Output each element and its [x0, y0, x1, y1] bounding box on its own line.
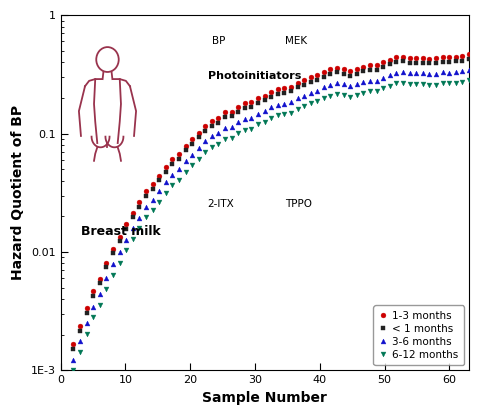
< 1 months — [308, 79, 313, 84]
6-12 months — [281, 112, 287, 117]
6-12 months — [413, 82, 419, 87]
Text: BP: BP — [212, 35, 225, 45]
3-6 months — [163, 180, 168, 185]
1-3 months — [308, 75, 313, 80]
3-6 months — [281, 101, 287, 106]
6-12 months — [308, 101, 313, 106]
< 1 months — [209, 123, 215, 128]
< 1 months — [413, 60, 419, 65]
Legend: 1-3 months, < 1 months, 3-6 months, 6-12 months: 1-3 months, < 1 months, 3-6 months, 6-12… — [373, 305, 464, 365]
3-6 months — [413, 71, 419, 76]
1-3 months — [413, 55, 419, 60]
1-3 months — [71, 342, 76, 347]
Text: Breast milk: Breast milk — [81, 225, 161, 238]
< 1 months — [163, 169, 168, 174]
< 1 months — [71, 347, 76, 352]
Text: TPPO: TPPO — [285, 199, 312, 209]
Y-axis label: Hazard Quotient of BP: Hazard Quotient of BP — [11, 105, 25, 280]
Text: 2-ITX: 2-ITX — [207, 199, 234, 209]
6-12 months — [71, 368, 76, 373]
3-6 months — [209, 134, 215, 139]
6-12 months — [209, 145, 215, 150]
Line: 3-6 months: 3-6 months — [71, 67, 471, 362]
< 1 months — [466, 57, 472, 62]
6-12 months — [150, 208, 156, 213]
1-3 months — [163, 164, 168, 169]
Text: MEK: MEK — [285, 35, 307, 45]
1-3 months — [466, 52, 472, 57]
1-3 months — [150, 182, 156, 187]
6-12 months — [466, 78, 472, 83]
1-3 months — [209, 119, 215, 124]
Line: 6-12 months: 6-12 months — [71, 78, 471, 373]
3-6 months — [71, 357, 76, 362]
X-axis label: Sample Number: Sample Number — [202, 391, 327, 405]
Text: Photoinitiators: Photoinitiators — [207, 71, 301, 81]
3-6 months — [466, 67, 472, 72]
3-6 months — [308, 90, 313, 95]
< 1 months — [281, 91, 287, 96]
1-3 months — [281, 86, 287, 91]
3-6 months — [150, 197, 156, 202]
6-12 months — [163, 191, 168, 196]
Line: < 1 months: < 1 months — [71, 57, 471, 352]
Line: 1-3 months: 1-3 months — [71, 52, 471, 347]
< 1 months — [150, 186, 156, 191]
